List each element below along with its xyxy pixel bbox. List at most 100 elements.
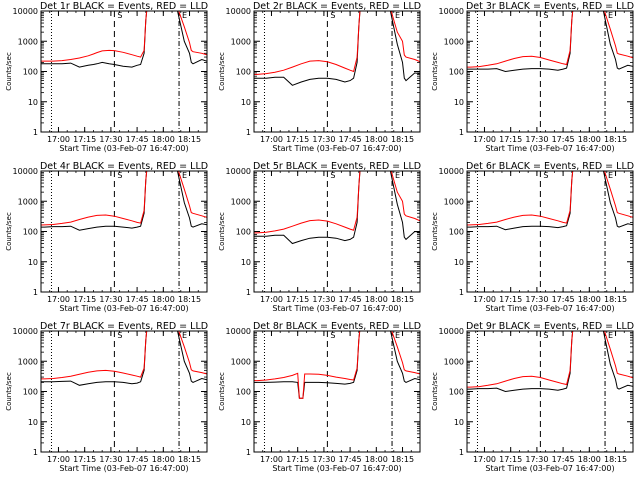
y-axis-label: Counts/sec	[431, 52, 439, 91]
y-tick-label: 10	[28, 258, 38, 267]
x-tick-label: 18:00	[578, 295, 601, 304]
plot-frame	[40, 10, 208, 133]
x-axis-label: Start Time (03-Feb-07 16:47:00)	[59, 464, 188, 473]
y-axis-label: Counts/sec	[431, 372, 439, 411]
marker-label: S	[117, 11, 122, 20]
y-tick-label: 1	[33, 128, 38, 137]
x-tick-label: 18:15	[391, 455, 414, 464]
series-line-events	[467, 11, 633, 73]
y-axis-label: Counts/sec	[218, 372, 226, 411]
y-axis-label: Counts/sec	[218, 212, 226, 251]
y-tick-label: 1000	[444, 357, 464, 366]
x-tick-label: 17:15	[73, 455, 96, 464]
chart-title: Det 2r BLACK = Events, RED = LLD	[253, 1, 421, 12]
y-tick-label: 10	[454, 258, 464, 267]
x-tick-label: 17:15	[499, 135, 522, 144]
x-tick-label: 17:45	[126, 455, 149, 464]
y-tick-label: 10	[241, 418, 251, 427]
y-tick-label: 1	[246, 448, 251, 457]
x-tick-label: 17:15	[286, 455, 309, 464]
chart-panel-9: Det 9r BLACK = Events, RED = LLD Counts/s…	[431, 321, 634, 473]
plot-frame	[253, 10, 421, 133]
y-tick-label: 1000	[231, 197, 251, 206]
y-tick-label: 100	[23, 388, 38, 397]
y-tick-label: 10000	[13, 327, 38, 336]
x-tick-label: 17:15	[286, 295, 309, 304]
y-tick-label: 100	[236, 68, 251, 77]
series-line-events	[467, 331, 633, 393]
x-tick-label: 17:30	[312, 295, 335, 304]
marker-label: S	[330, 171, 335, 180]
chart-panel-4: Det 4r BLACK = Events, RED = LLD Counts/s…	[5, 161, 208, 313]
x-tick-label: 17:30	[525, 455, 548, 464]
y-axis-label: Counts/sec	[431, 212, 439, 251]
y-tick-label: 10000	[226, 167, 251, 176]
y-tick-label: 100	[449, 68, 464, 77]
x-tick-label: 18:15	[178, 295, 201, 304]
x-tick-label: 17:45	[552, 455, 575, 464]
chart-panel-6: Det 6r BLACK = Events, RED = LLD Counts/s…	[431, 161, 634, 313]
x-tick-label: 17:15	[286, 135, 309, 144]
y-tick-label: 100	[449, 228, 464, 237]
x-tick-label: 18:15	[604, 295, 627, 304]
x-axis-label: Start Time (03-Feb-07 16:47:00)	[485, 144, 614, 153]
y-axis-label: Counts/sec	[5, 52, 13, 91]
series-line-lld	[467, 331, 633, 388]
chart-title: Det 5r BLACK = Events, RED = LLD	[253, 161, 421, 172]
series-line-lld	[41, 171, 207, 226]
x-tick-label: 17:00	[473, 135, 496, 144]
y-tick-label: 10	[454, 418, 464, 427]
chart-panel-1: Det 1r BLACK = Events, RED = LLD Counts/s…	[5, 1, 208, 153]
marker-label: S	[543, 171, 548, 180]
chart-panel-5: Det 5r BLACK = Events, RED = LLD Counts/s…	[218, 161, 421, 313]
x-tick-label: 18:00	[152, 295, 175, 304]
y-tick-label: 10	[28, 418, 38, 427]
y-axis-label: Counts/sec	[218, 52, 226, 91]
y-tick-label: 1000	[18, 197, 38, 206]
x-tick-label: 17:00	[473, 455, 496, 464]
y-tick-label: 1	[246, 288, 251, 297]
y-tick-label: 10	[241, 98, 251, 107]
x-tick-label: 18:15	[178, 135, 201, 144]
series-line-events	[254, 171, 420, 245]
plot-frame	[253, 170, 421, 293]
y-tick-label: 1000	[18, 357, 38, 366]
marker-label: E	[182, 331, 187, 340]
chart-title: Det 7r BLACK = Events, RED = LLD	[40, 321, 208, 332]
x-tick-label: 17:00	[47, 135, 70, 144]
chart-panel-7: Det 7r BLACK = Events, RED = LLD Counts/s…	[5, 321, 208, 473]
y-axis-label: Counts/sec	[5, 372, 13, 411]
x-tick-label: 17:45	[126, 135, 149, 144]
series-line-events	[467, 171, 633, 231]
series-line-events	[254, 11, 420, 86]
y-tick-label: 10	[454, 98, 464, 107]
y-tick-label: 10000	[439, 7, 464, 16]
x-tick-label: 17:00	[260, 455, 283, 464]
x-tick-label: 18:00	[365, 295, 388, 304]
x-axis-label: Start Time (03-Feb-07 16:47:00)	[272, 144, 401, 153]
plot-frame	[466, 330, 634, 453]
y-tick-label: 100	[23, 68, 38, 77]
x-tick-label: 17:00	[47, 455, 70, 464]
x-tick-label: 17:15	[499, 455, 522, 464]
y-tick-label: 1	[33, 448, 38, 457]
chart-panel-8: Det 8r BLACK = Events, RED = LLD Counts/s…	[218, 321, 421, 473]
x-tick-label: 18:15	[604, 135, 627, 144]
x-tick-label: 17:15	[73, 135, 96, 144]
plot-frame	[253, 330, 421, 453]
x-tick-label: 17:00	[47, 295, 70, 304]
series-line-lld	[467, 11, 633, 68]
y-tick-label: 1	[459, 288, 464, 297]
x-tick-label: 17:30	[99, 455, 122, 464]
y-tick-label: 100	[236, 228, 251, 237]
series-line-lld	[254, 11, 420, 75]
x-tick-label: 17:30	[525, 135, 548, 144]
chart-title: Det 8r BLACK = Events, RED = LLD	[253, 321, 421, 332]
y-tick-label: 100	[236, 388, 251, 397]
chart-title: Det 9r BLACK = Events, RED = LLD	[466, 321, 634, 332]
x-tick-label: 17:45	[339, 135, 362, 144]
x-axis-label: Start Time (03-Feb-07 16:47:00)	[485, 304, 614, 313]
x-tick-label: 17:30	[525, 295, 548, 304]
x-tick-label: 17:15	[499, 295, 522, 304]
series-line-events	[41, 11, 207, 68]
